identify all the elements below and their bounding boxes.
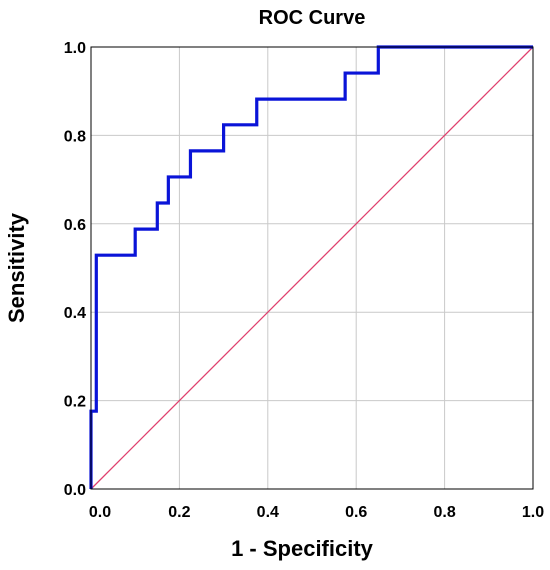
y-tick-label: 0.6 — [64, 217, 86, 234]
reference-line — [90, 46, 534, 490]
grid — [91, 47, 533, 489]
y-tick-label: 1.0 — [64, 40, 86, 57]
x-tick-label: 0.0 — [89, 504, 111, 521]
y-tick-label: 0.4 — [64, 305, 86, 322]
y-tick-label: 0.0 — [64, 482, 86, 499]
x-tick-label: 0.4 — [257, 504, 279, 521]
y-tick-label: 0.8 — [64, 128, 86, 145]
x-axis-label: 1 - Specificity — [231, 536, 374, 561]
diagonal-reference-line — [90, 46, 534, 490]
y-axis-label: Sensitivity — [4, 212, 29, 323]
chart-title: ROC Curve — [259, 7, 366, 29]
plot-frame — [90, 46, 534, 490]
y-tick-label: 0.2 — [64, 394, 86, 411]
x-tick-label: 0.8 — [433, 504, 455, 521]
y-tick-labels: 0.0 0.2 0.4 0.6 0.8 1.0 — [64, 40, 86, 499]
roc-curve-line — [89, 45, 533, 489]
roc-curve — [89, 45, 533, 489]
x-tick-label: 0.6 — [345, 504, 367, 521]
x-tick-label: 1.0 — [522, 504, 544, 521]
x-tick-label: 0.2 — [168, 504, 190, 521]
x-tick-labels: 0.0 0.2 0.4 0.6 0.8 1.0 — [89, 504, 544, 521]
